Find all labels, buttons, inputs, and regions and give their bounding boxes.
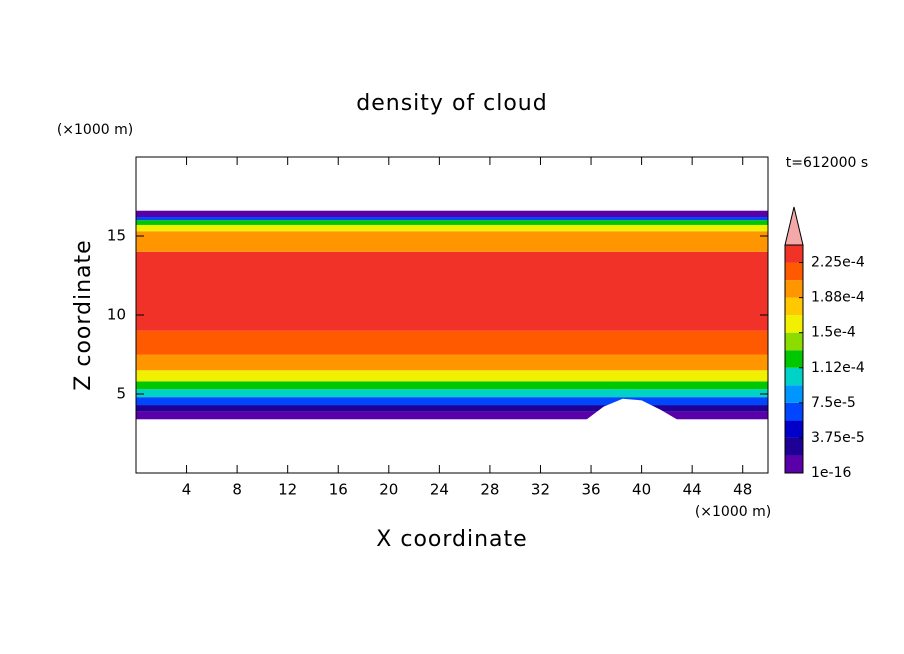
- colorbar-band: [785, 455, 803, 473]
- colorbar-frame: [784, 244, 804, 474]
- density-layer: [136, 370, 768, 382]
- colorbar-tick-label: 2.25e-4: [811, 255, 865, 271]
- x-tick-label: 8: [232, 481, 242, 499]
- colorbar-band: [785, 367, 803, 386]
- density-layer: [136, 354, 768, 371]
- colorbar-band: [785, 420, 803, 438]
- x-tick-label: 48: [733, 481, 752, 499]
- chart-title: density of cloud: [356, 91, 547, 116]
- colorbar-band: [785, 332, 803, 351]
- y-tick-label: 5: [116, 385, 126, 403]
- colorbar-band: [785, 262, 803, 281]
- x-tick-label: 4: [182, 481, 192, 499]
- x-tick-label: 16: [329, 481, 348, 499]
- density-layer: [136, 220, 768, 225]
- density-layer: [136, 251, 768, 331]
- y-tick-label: 15: [107, 227, 126, 245]
- field: [136, 210, 768, 421]
- density-layer: [136, 397, 768, 406]
- x-tick-label: 12: [278, 481, 297, 499]
- colorbar-band: [785, 245, 803, 263]
- colorbar-band: [785, 315, 803, 333]
- colorbar-tick-label: 1.88e-4: [811, 290, 865, 306]
- x-tick-label: 36: [581, 481, 600, 499]
- density-layer: [136, 224, 768, 232]
- x-tick-label: 28: [480, 481, 499, 499]
- x-tick-label: 40: [632, 481, 651, 499]
- density-layer: [136, 381, 768, 390]
- colorbar-tick-label: 1e-16: [811, 465, 851, 481]
- density-layer: [136, 330, 768, 355]
- x-axis-label: X coordinate: [376, 527, 527, 552]
- x-tick-label: 20: [379, 481, 398, 499]
- terrain: [584, 398, 680, 421]
- x-tick-label: 32: [531, 481, 550, 499]
- colorbar-band: [785, 280, 803, 298]
- colorbar-band: [785, 385, 803, 403]
- density-layer: [136, 231, 768, 252]
- y-unit: (×1000 m): [57, 122, 133, 138]
- density-layer: [136, 411, 768, 420]
- x-tick-label: 24: [430, 481, 449, 499]
- density-layer: [136, 210, 768, 218]
- y-tick-label: 10: [107, 306, 126, 324]
- colorbar-band: [785, 437, 803, 456]
- colorbar-band: [785, 297, 803, 316]
- density-layer: [136, 217, 768, 221]
- y-axis-label: Z coordinate: [71, 239, 96, 390]
- colorbar-tick-label: 3.75e-5: [811, 430, 865, 446]
- axes: 4 8 12 16 20 24 28 32 36 40 44 48510151e-163.75e-57…: [107, 156, 865, 499]
- colorbar-tick-label: 1.5e-4: [811, 325, 856, 341]
- time-label: t=612000 s: [786, 155, 868, 171]
- colorbar-band: [785, 350, 803, 368]
- x-tick-label: 44: [683, 481, 702, 499]
- density-layer: [136, 389, 768, 398]
- density-layer: [136, 405, 768, 412]
- colorbar-tick-label: 7.5e-5: [811, 395, 856, 411]
- x-unit: (×1000 m): [695, 504, 771, 520]
- colorbar-tick-label: 1.12e-4: [811, 360, 865, 376]
- colorbar-band: [785, 402, 803, 421]
- colorbar-extend: [784, 206, 804, 246]
